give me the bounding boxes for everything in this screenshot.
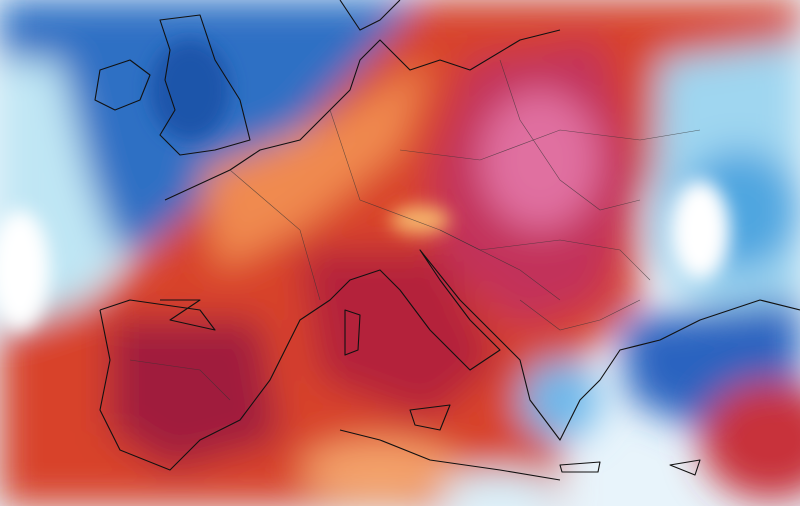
mediterranean-coast — [99, 249, 800, 471]
cold-core-uk — [150, 40, 230, 140]
border-1 — [229, 169, 321, 301]
denmark — [339, 0, 401, 31]
field-detail — [0, 40, 730, 330]
coastlines — [94, 0, 800, 481]
warm-zone-se — [700, 380, 800, 500]
sicily — [409, 404, 451, 431]
alps-warm — [390, 206, 450, 234]
border-4 — [439, 229, 651, 281]
hot-iberia — [110, 320, 280, 470]
borders — [129, 59, 701, 401]
crete — [559, 461, 601, 473]
cyprus — [669, 459, 701, 476]
cool-zone-s — [440, 470, 560, 506]
cool-zone-aegean — [520, 360, 600, 440]
east-white — [670, 180, 730, 280]
border-6 — [129, 359, 231, 401]
border-3 — [399, 129, 701, 161]
africa-coast — [339, 429, 561, 481]
warm-edge — [200, 60, 430, 270]
britain — [159, 14, 251, 156]
border-5 — [499, 59, 641, 211]
north-coast — [164, 29, 561, 201]
warm-zone-s — [300, 440, 460, 500]
biscay — [99, 299, 216, 331]
border-7 — [519, 299, 641, 331]
hot-peak — [480, 90, 600, 230]
atlantic-white — [0, 210, 50, 330]
ireland — [94, 59, 151, 111]
corsica-sardinia — [344, 309, 361, 356]
